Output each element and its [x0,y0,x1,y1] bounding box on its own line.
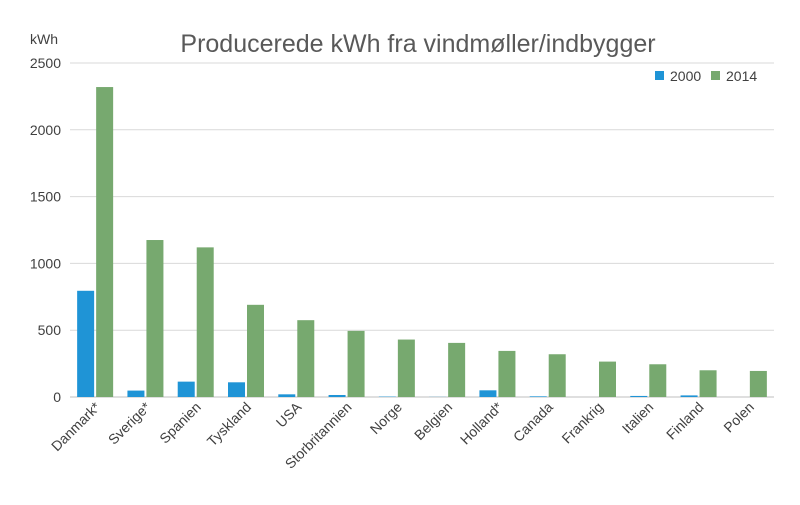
bar-2014-7 [448,343,465,397]
x-tick-label: Holland* [457,398,506,447]
bar-2014-12 [700,370,717,397]
x-tick-label: USA [273,398,305,430]
bar-2014-8 [498,351,515,397]
y-tick-label: 0 [53,389,61,405]
legend-swatch-2000 [655,71,664,80]
bar-2000-3 [228,382,245,397]
bar-2000-8 [479,390,496,397]
legend: 2000 2014 [655,68,757,84]
bar-2014-2 [197,247,214,397]
bar-2014-13 [750,371,767,397]
bar-2000-12 [681,395,698,397]
bar-2014-0 [96,87,113,397]
bar-2014-5 [348,331,365,397]
x-tick-label: Frankrig [558,399,606,447]
legend-swatch-2014 [711,71,720,80]
legend-label: 2014 [726,68,757,84]
y-tick-label: 1500 [30,189,61,205]
bar-2000-9 [530,396,547,397]
bar-2000-0 [77,291,94,397]
bar-2014-1 [146,240,163,397]
chart-title: Producerede kWh fra vindmøller/indbygger [180,30,655,58]
y-tick-label: 1000 [30,255,61,271]
bar-2000-5 [329,395,346,397]
x-tick-label: Belgien [411,399,455,443]
y-tick-label: 2000 [30,122,61,138]
bar-2000-4 [278,394,295,397]
y-tick-labels: 0 500 1000 1500 2000 2500 [30,55,61,405]
y-tick-label: 2500 [30,55,61,71]
x-tick-label: Tyskland [204,399,254,449]
legend-label: 2000 [670,68,701,84]
bar-2014-4 [297,320,314,397]
x-tick-label: Polen [720,399,757,436]
x-tick-label: Canada [510,399,556,445]
x-tick-label: Finland [663,399,707,443]
y-axis-label: kWh [30,31,58,47]
bar-2000-1 [127,391,144,397]
bar-2014-3 [247,305,264,397]
bar-2000-11 [630,396,647,397]
y-tick-label: 500 [38,322,62,338]
x-tick-label: Spanien [156,399,204,447]
bar-2014-9 [549,354,566,397]
bar-2014-6 [398,340,415,397]
bar-2014-11 [649,364,666,397]
x-tick-label: Italien [619,399,657,437]
x-tick-label: Danmark* [48,398,104,454]
bars [77,87,767,397]
bar-2000-2 [178,382,195,397]
gridlines [70,63,774,397]
bar-2014-10 [599,362,616,397]
x-tick-label: Norge [367,399,405,437]
x-tick-label: Sverige* [105,398,154,447]
